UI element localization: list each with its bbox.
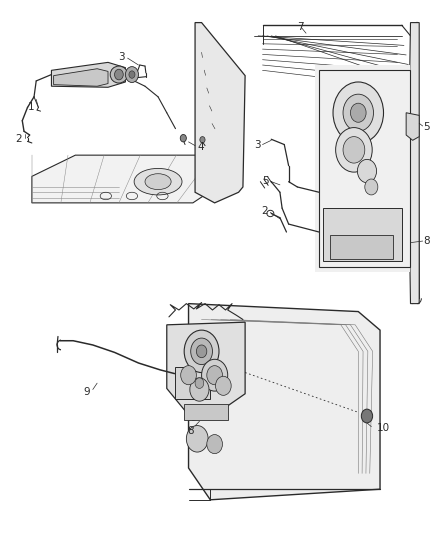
Ellipse shape [134, 168, 182, 195]
Polygon shape [176, 367, 210, 399]
Ellipse shape [361, 409, 373, 423]
Ellipse shape [110, 66, 127, 83]
Ellipse shape [129, 71, 135, 78]
Text: 5: 5 [424, 122, 430, 132]
Polygon shape [406, 113, 419, 140]
Ellipse shape [191, 338, 212, 365]
Text: 2: 2 [16, 134, 22, 144]
Text: 8: 8 [187, 426, 194, 436]
Ellipse shape [336, 127, 372, 172]
Polygon shape [167, 322, 245, 420]
Ellipse shape [343, 136, 365, 163]
Ellipse shape [180, 134, 186, 142]
Text: 4: 4 [197, 142, 204, 152]
Ellipse shape [195, 378, 204, 389]
Text: 8: 8 [424, 236, 430, 246]
Text: 2: 2 [261, 206, 268, 216]
Polygon shape [315, 65, 410, 272]
Polygon shape [184, 405, 228, 420]
Text: 7: 7 [297, 22, 304, 32]
Ellipse shape [184, 330, 219, 373]
Ellipse shape [365, 179, 378, 195]
Ellipse shape [200, 136, 205, 143]
Ellipse shape [125, 67, 138, 83]
Ellipse shape [350, 103, 366, 122]
Ellipse shape [186, 425, 208, 452]
Polygon shape [408, 22, 419, 304]
Text: 9: 9 [84, 386, 90, 397]
Text: 5: 5 [262, 175, 268, 185]
Ellipse shape [215, 376, 231, 395]
Ellipse shape [201, 359, 228, 391]
Text: 10: 10 [377, 423, 390, 433]
Ellipse shape [343, 94, 374, 131]
Text: 3: 3 [118, 52, 124, 62]
Ellipse shape [333, 82, 384, 143]
Polygon shape [195, 22, 245, 203]
Text: 1: 1 [28, 102, 34, 112]
Polygon shape [32, 155, 241, 203]
Ellipse shape [196, 345, 207, 358]
Ellipse shape [115, 69, 123, 80]
Polygon shape [51, 62, 125, 87]
Ellipse shape [145, 174, 171, 190]
Polygon shape [330, 235, 393, 259]
Polygon shape [188, 304, 380, 500]
Ellipse shape [357, 159, 377, 183]
Ellipse shape [207, 366, 223, 385]
Ellipse shape [207, 434, 223, 454]
Text: 3: 3 [254, 140, 261, 150]
Ellipse shape [190, 378, 209, 401]
Ellipse shape [181, 366, 196, 385]
Polygon shape [323, 208, 402, 261]
Polygon shape [53, 69, 108, 86]
